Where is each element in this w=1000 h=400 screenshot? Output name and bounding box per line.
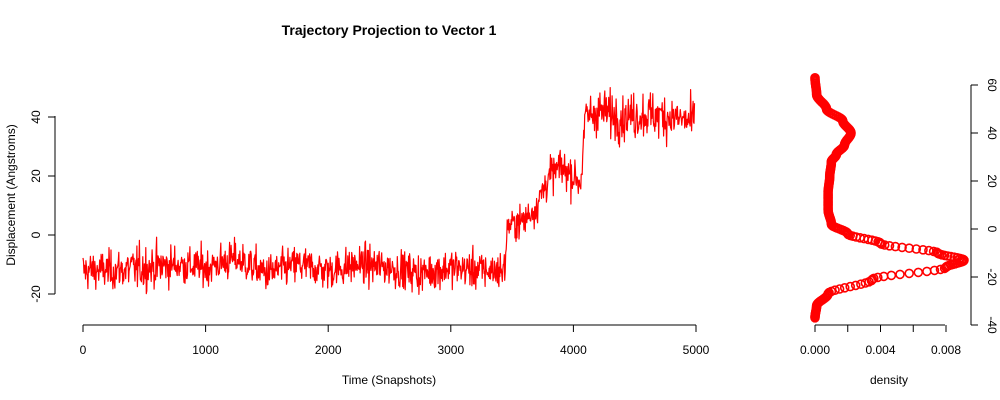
x-tick-label: 0: [80, 343, 87, 357]
density-point: [904, 243, 915, 253]
density-y-tick-label: -20: [985, 268, 999, 286]
trajectory-panel: Trajectory Projection to Vector 1 0 1000 2…: [4, 22, 710, 387]
density-point: [850, 280, 861, 291]
density-point: [834, 284, 845, 294]
density-x-tick-label: 0.008: [931, 343, 961, 357]
density-panel: 0.000 0.004 0.008 -40 -20 0 20 40 60 density: [800, 73, 999, 387]
density-y-tick-label: 60: [985, 78, 999, 92]
density-point: [872, 272, 883, 283]
y-tick-label: -20: [29, 285, 43, 303]
x-axis-label: Time (Snapshots): [342, 373, 436, 387]
density-y-tick-label: 20: [985, 174, 999, 188]
density-point: [904, 268, 915, 279]
density-y-tick-label: 40: [985, 126, 999, 140]
density-x-tick-label: 0.004: [865, 343, 895, 357]
y-tick-label: 40: [29, 110, 43, 124]
y-axis-label: Displacement (Angstroms): [4, 124, 18, 265]
trajectory-line: [82, 87, 696, 295]
density-point: [928, 246, 939, 257]
density-point: [890, 241, 901, 252]
density-point: [929, 265, 940, 276]
density-point: [924, 245, 934, 256]
trajectory-series: [82, 87, 696, 295]
density-series: [810, 73, 969, 323]
density-y-tick-label: -40: [985, 316, 999, 334]
x-tick-label: 4000: [560, 343, 587, 357]
x-tick-label: 2000: [315, 343, 342, 357]
y-tick-label: 0: [29, 231, 43, 238]
chart-title: Trajectory Projection to Vector 1: [282, 22, 497, 38]
density-point: [911, 244, 922, 254]
density-point: [830, 285, 840, 296]
density-point: [895, 269, 905, 280]
density-point: [913, 267, 924, 278]
density-y-ticks: -40 -20 0 20 40 60: [971, 78, 999, 334]
density-point: [868, 273, 879, 284]
density-point: [918, 245, 928, 255]
density-point: [897, 242, 907, 253]
density-point: [922, 266, 932, 277]
x-ticks: 0 1000 2000 3000 4000 5000: [80, 325, 710, 357]
x-tick-label: 3000: [437, 343, 464, 357]
density-point: [839, 282, 850, 293]
x-tick-label: 1000: [192, 343, 219, 357]
density-point: [886, 270, 897, 281]
y-tick-label: 20: [29, 169, 43, 183]
density-x-tick-label: 0.000: [800, 343, 830, 357]
x-tick-label: 5000: [683, 343, 710, 357]
density-x-ticks: 0.000 0.004 0.008: [800, 325, 961, 357]
density-point: [810, 73, 820, 83]
density-point: [845, 281, 856, 292]
y-ticks: -20 0 20 40: [29, 110, 55, 303]
density-y-tick-label: 0: [985, 226, 999, 233]
density-x-axis-label: density: [870, 373, 908, 387]
